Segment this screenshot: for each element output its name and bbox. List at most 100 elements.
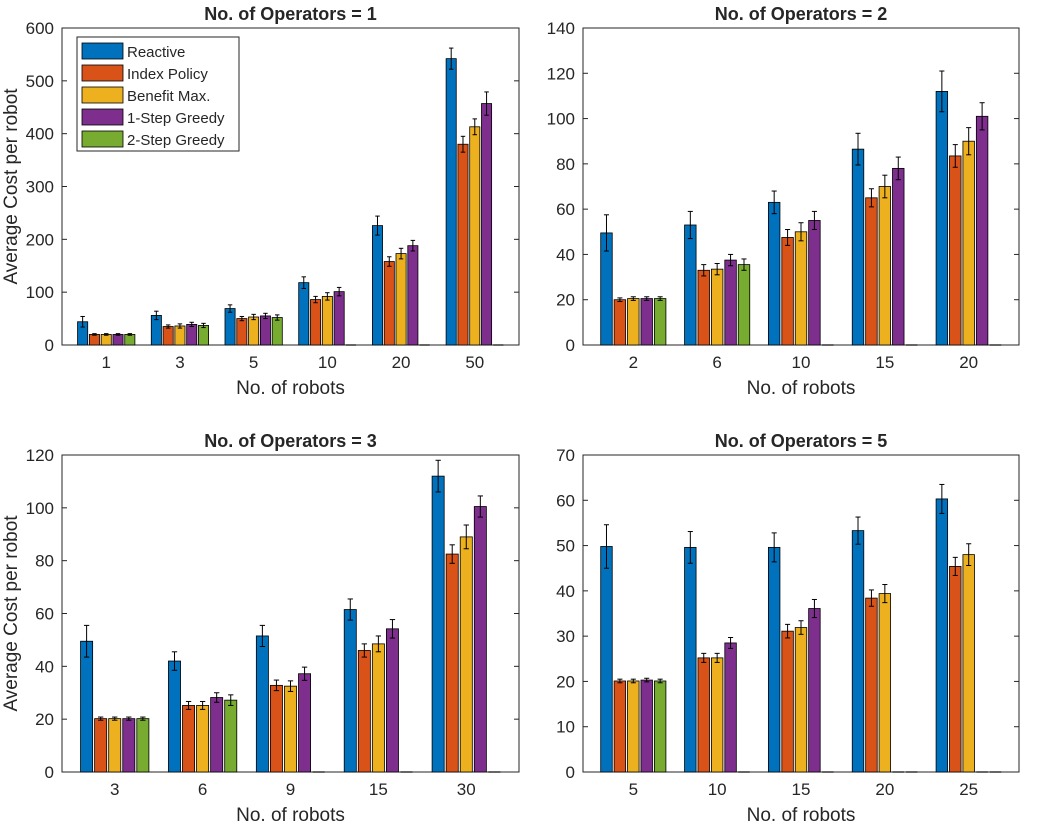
y-tick-label: 20 — [556, 291, 575, 310]
x-tick-label: 15 — [875, 353, 894, 372]
bar-benefit-max- — [459, 536, 473, 773]
bar-1-step-greedy — [724, 642, 737, 773]
bar-1-step-greedy — [298, 673, 312, 773]
legend-swatch — [81, 64, 124, 82]
bar-index-policy — [697, 657, 710, 773]
bar-benefit-max- — [469, 126, 481, 346]
bar-benefit-max- — [627, 680, 640, 773]
bar-index-policy — [697, 269, 710, 346]
x-axis-label: No. of robots — [747, 378, 856, 399]
bar-reactive — [343, 609, 357, 773]
bar-reactive — [255, 635, 269, 773]
x-tick-label: 50 — [465, 353, 484, 372]
legend-swatch — [81, 108, 124, 126]
bar-index-policy — [613, 299, 627, 346]
bar-reactive — [851, 530, 865, 773]
bar-1-step-greedy — [473, 506, 487, 773]
y-tick-label: 400 — [26, 125, 54, 144]
bar-1-step-greedy — [385, 628, 399, 773]
bar-index-policy — [781, 630, 794, 773]
bar-reactive — [684, 224, 697, 346]
bar-index-policy — [865, 197, 878, 346]
x-tick-label: 25 — [959, 780, 978, 799]
x-tick-label: 1 — [101, 353, 110, 372]
bar-index-policy — [445, 553, 459, 773]
bar-1-step-greedy — [333, 291, 345, 346]
bar-benefit-max- — [627, 298, 640, 346]
bar-benefit-max- — [284, 685, 297, 773]
bar-index-policy — [949, 566, 962, 773]
bar-index-policy — [182, 705, 196, 773]
y-tick-label: 50 — [556, 537, 575, 556]
chart-panel-2: 0 20 40 60 80 100 120 140 2 6 10 15 20 No. of Operato… — [547, 4, 1020, 399]
legend: Reactive Index Policy Benefit Max. 1-Step G… — [76, 36, 240, 152]
y-tick-label: 120 — [547, 64, 575, 83]
chart-panel-3: 0 20 40 60 80 100 120 3 6 9 15 30 No. of Operators =… — [1, 431, 520, 826]
bar-index-policy — [613, 680, 627, 773]
bar-benefit-max- — [174, 325, 186, 346]
y-tick-label: 500 — [26, 72, 54, 91]
legend-swatch — [81, 86, 124, 104]
x-tick-label: 10 — [792, 353, 811, 372]
y-tick-label: 0 — [45, 763, 54, 782]
x-tick-label: 15 — [792, 780, 811, 799]
bar-index-policy — [383, 261, 395, 346]
x-tick-label: 30 — [457, 780, 476, 799]
bar-reactive — [684, 546, 697, 773]
y-tick-label: 70 — [556, 446, 575, 465]
bar-1-step-greedy — [808, 608, 821, 773]
bar-index-policy — [236, 318, 248, 346]
bar-reactive — [80, 640, 94, 773]
bar-index-policy — [88, 334, 100, 346]
bar-1-step-greedy — [808, 220, 821, 346]
bar-index-policy — [865, 597, 878, 773]
legend-swatch — [81, 42, 124, 60]
bar-reactive — [168, 660, 181, 773]
bar-2-step-greedy — [737, 264, 751, 346]
bar-index-policy — [162, 326, 174, 346]
bar-1-step-greedy — [481, 103, 493, 346]
bar-2-step-greedy — [136, 718, 150, 773]
bar-reactive — [768, 546, 781, 773]
bar-benefit-max- — [794, 231, 808, 346]
y-tick-label: 200 — [26, 230, 54, 249]
y-tick-label: 120 — [26, 446, 54, 465]
x-tick-label: 15 — [369, 780, 388, 799]
y-tick-label: 60 — [35, 605, 54, 624]
bar-benefit-max- — [371, 643, 385, 773]
bar-benefit-max- — [878, 186, 892, 346]
y-tick-label: 30 — [556, 627, 575, 646]
y-tick-label: 80 — [556, 155, 575, 174]
chart-title: No. of Operators = 5 — [715, 431, 888, 451]
bar-1-step-greedy — [122, 718, 136, 773]
y-axis-label: Average Cost per robot — [1, 88, 22, 285]
y-tick-label: 40 — [35, 657, 54, 676]
bar-2-step-greedy — [198, 325, 209, 346]
bar-benefit-max- — [962, 554, 975, 773]
x-tick-label: 20 — [959, 353, 978, 372]
x-tick-label: 5 — [249, 353, 258, 372]
bar-index-policy — [310, 299, 322, 346]
bar-benefit-max- — [108, 718, 122, 773]
bar-1-step-greedy — [640, 679, 653, 773]
bar-benefit-max- — [794, 627, 808, 773]
bar-index-policy — [94, 718, 108, 773]
legend-label: Benefit Max. — [127, 88, 210, 105]
bar-reactive — [851, 148, 865, 346]
y-tick-label: 60 — [556, 491, 575, 510]
bar-2-step-greedy — [653, 298, 667, 346]
x-tick-label: 20 — [392, 353, 411, 372]
x-tick-label: 10 — [318, 353, 337, 372]
y-tick-label: 0 — [566, 763, 575, 782]
bar-reactive — [768, 201, 781, 346]
x-tick-label: 9 — [286, 780, 295, 799]
bar-1-step-greedy — [186, 323, 198, 346]
y-axis-label: Average Cost per robot — [1, 515, 22, 712]
legend-label: 1-Step Greedy — [127, 110, 225, 127]
bar-index-policy — [269, 684, 283, 773]
x-axis-label: No. of robots — [236, 805, 345, 826]
x-axis-label: No. of robots — [236, 378, 345, 399]
x-axis-label: No. of robots — [747, 805, 856, 826]
x-tick-label: 6 — [712, 353, 721, 372]
